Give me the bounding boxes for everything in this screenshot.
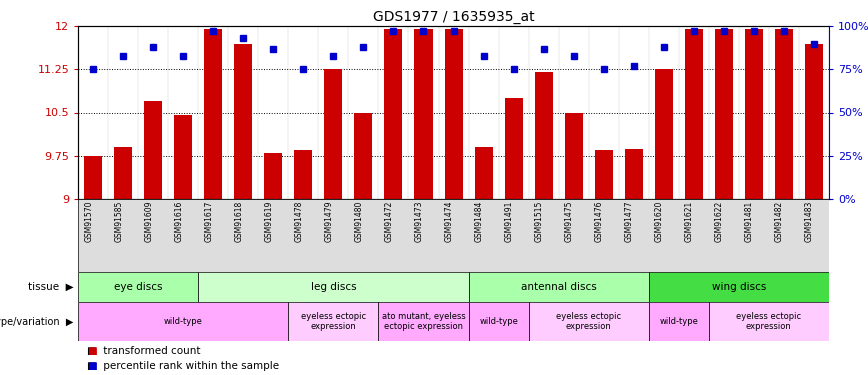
Text: leg discs: leg discs [311, 282, 356, 292]
Text: ato mutant, eyeless
ectopic expression: ato mutant, eyeless ectopic expression [382, 312, 465, 331]
Text: wild-type: wild-type [164, 317, 202, 326]
Text: tissue  ▶: tissue ▶ [28, 282, 74, 292]
Text: genotype/variation  ▶: genotype/variation ▶ [0, 316, 74, 327]
Bar [288, 302, 378, 341]
Bar [625, 149, 642, 199]
Bar [535, 72, 553, 199]
Text: eyeless ectopic
expression: eyeless ectopic expression [736, 312, 801, 331]
Text: GSM91472: GSM91472 [385, 201, 393, 242]
Text: GSM91479: GSM91479 [325, 201, 333, 243]
Bar [234, 44, 253, 199]
Bar [469, 302, 529, 341]
Title: GDS1977 / 1635935_at: GDS1977 / 1635935_at [372, 10, 535, 24]
Text: GSM91621: GSM91621 [685, 201, 694, 242]
Bar [198, 272, 469, 302]
Text: wild-type: wild-type [660, 317, 698, 326]
Text: eye discs: eye discs [114, 282, 162, 292]
Text: GSM91515: GSM91515 [535, 201, 543, 242]
Text: GSM91617: GSM91617 [204, 201, 214, 242]
Bar [504, 98, 523, 199]
Bar [265, 153, 282, 199]
Text: GSM91484: GSM91484 [475, 201, 483, 242]
Bar [595, 150, 613, 199]
Bar [325, 69, 342, 199]
Bar [709, 302, 829, 341]
Bar [775, 29, 792, 199]
Text: GSM91616: GSM91616 [174, 201, 183, 242]
Bar [805, 44, 823, 199]
Text: ■: ■ [87, 360, 96, 370]
Bar [745, 29, 763, 199]
Bar [204, 29, 222, 199]
Text: wing discs: wing discs [712, 282, 766, 292]
Text: GSM91482: GSM91482 [775, 201, 784, 242]
Text: GSM91476: GSM91476 [595, 201, 604, 243]
Text: GSM91609: GSM91609 [144, 201, 153, 243]
Bar [565, 112, 582, 199]
Bar [715, 29, 733, 199]
Text: ■  percentile rank within the sample: ■ percentile rank within the sample [87, 360, 279, 370]
Text: GSM91483: GSM91483 [805, 201, 814, 242]
Text: GSM91478: GSM91478 [294, 201, 304, 242]
Text: GSM91477: GSM91477 [625, 201, 634, 243]
Text: GSM91618: GSM91618 [234, 201, 243, 242]
Text: antennal discs: antennal discs [521, 282, 596, 292]
Bar [78, 302, 288, 341]
Text: GSM91619: GSM91619 [265, 201, 273, 242]
Text: GSM91491: GSM91491 [504, 201, 514, 242]
Bar [685, 29, 703, 199]
Text: ■: ■ [87, 346, 96, 356]
Bar [84, 156, 102, 199]
Bar [475, 147, 492, 199]
Bar [654, 69, 673, 199]
Bar [378, 302, 469, 341]
Bar [294, 150, 312, 199]
Bar [115, 147, 132, 199]
Text: GSM91475: GSM91475 [565, 201, 574, 243]
Text: GSM91481: GSM91481 [745, 201, 753, 242]
Text: GSM91622: GSM91622 [715, 201, 724, 242]
Text: GSM91570: GSM91570 [84, 201, 93, 243]
Bar [78, 272, 198, 302]
Text: ■  transformed count: ■ transformed count [87, 346, 201, 356]
Bar [648, 272, 829, 302]
Bar [648, 302, 709, 341]
Text: eyeless ectopic
expression: eyeless ectopic expression [556, 312, 621, 331]
Text: GSM91474: GSM91474 [444, 201, 453, 243]
Text: wild-type: wild-type [479, 317, 518, 326]
Text: GSM91620: GSM91620 [654, 201, 664, 242]
Text: GSM91473: GSM91473 [415, 201, 424, 243]
Bar [415, 29, 432, 199]
Bar [529, 302, 648, 341]
Bar [469, 272, 648, 302]
Bar [174, 116, 192, 199]
Text: GSM91480: GSM91480 [354, 201, 364, 242]
Bar [444, 29, 463, 199]
Bar [144, 101, 162, 199]
Bar [385, 29, 403, 199]
Bar [354, 112, 372, 199]
Text: eyeless ectopic
expression: eyeless ectopic expression [301, 312, 366, 331]
Text: GSM91585: GSM91585 [115, 201, 123, 242]
